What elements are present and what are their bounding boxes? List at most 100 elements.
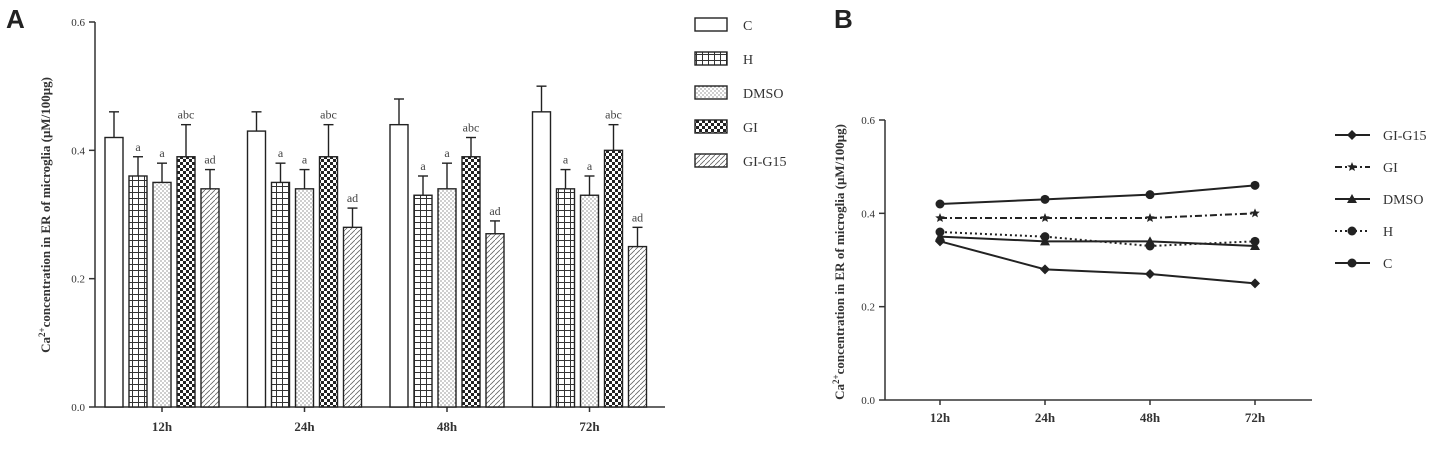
series-line: [939, 184, 1256, 205]
legend-swatch: [694, 51, 728, 66]
bar: [555, 188, 576, 408]
bar: [342, 226, 363, 408]
bar: [389, 123, 409, 408]
series-line: [940, 212, 1256, 219]
significance-label: a: [420, 159, 426, 173]
significance-label: ad: [204, 153, 215, 167]
point-marker: [935, 227, 945, 237]
x-category-label: 12h: [152, 419, 173, 434]
point-marker: [1250, 278, 1260, 289]
bar: [104, 136, 124, 408]
y-tick-label: 0.4: [861, 208, 875, 220]
significance-label: ad: [489, 204, 500, 218]
x-category-label: 48h: [1140, 410, 1161, 425]
bar: [461, 156, 481, 408]
panel-b-label: B: [834, 4, 853, 34]
significance-label: ad: [347, 191, 358, 205]
significance-label: a: [302, 153, 308, 167]
significance-label: a: [159, 146, 165, 160]
y-tick-label: 0.6: [71, 17, 85, 29]
point-marker: [1347, 130, 1357, 140]
point-marker: [1347, 162, 1357, 172]
point-marker: [1347, 226, 1357, 236]
legend-label: C: [1383, 257, 1392, 272]
x-category-label: 24h: [1035, 410, 1056, 425]
bar-chart-legend: C H DMSO GI GI-G15: [694, 17, 787, 170]
point-marker: [1145, 269, 1155, 279]
point-marker: [1040, 264, 1050, 275]
point-marker: [935, 199, 945, 209]
x-category-label: 72h: [1245, 410, 1266, 425]
y-tick-label: 0.6: [861, 115, 875, 127]
significance-label: a: [563, 153, 569, 167]
legend-label: GI: [743, 121, 758, 136]
bar: [413, 194, 433, 408]
panel-a-label: A: [6, 4, 25, 34]
point-marker: [1145, 213, 1155, 223]
point-marker: [1040, 232, 1050, 242]
significance-label: a: [278, 146, 284, 160]
line-chart-y-label: Ca2+concentration in ER of microglia (μM…: [831, 124, 847, 400]
point-marker: [1250, 236, 1260, 246]
series-line: [939, 240, 1256, 285]
bar: [579, 194, 600, 408]
significance-label: a: [587, 159, 593, 173]
legend-label: C: [743, 19, 752, 34]
legend-swatch: [694, 153, 728, 168]
line-chart-y-ticks: 0.0 0.2 0.4 0.6: [861, 115, 885, 407]
significance-label: ad: [632, 210, 643, 224]
line-chart-series: [935, 180, 1260, 289]
point-marker: [1250, 208, 1260, 218]
significance-label: a: [444, 146, 450, 160]
y-tick-label: 0.0: [861, 395, 875, 407]
significance-label: a: [135, 140, 141, 154]
legend-swatch: [694, 17, 728, 32]
point-marker: [1145, 241, 1155, 251]
legend-label: H: [743, 53, 753, 68]
bar: [531, 111, 552, 408]
bar: [627, 245, 648, 408]
point-marker: [1145, 190, 1155, 200]
point-marker: [1347, 194, 1357, 203]
bar: [128, 175, 148, 408]
point-marker: [935, 213, 945, 223]
legend-label: GI-G15: [743, 155, 787, 170]
legend-label: DMSO: [1383, 193, 1423, 208]
legend-swatch: [694, 85, 728, 100]
point-marker: [1347, 258, 1357, 268]
bar: [176, 156, 196, 408]
bar: [437, 188, 457, 408]
legend-swatch: [694, 119, 728, 134]
series-line: [939, 235, 1256, 247]
bar-chart-y-ticks: 0.0 0.2 0.4 0.6: [71, 17, 95, 414]
line-chart-legend: GI-G15 GI DMSO H C: [1335, 129, 1427, 272]
x-category-label: 48h: [437, 419, 458, 434]
line-chart-axes: [884, 120, 1312, 401]
y-tick-label: 0.0: [71, 402, 85, 414]
bar: [294, 188, 315, 408]
legend-label: DMSO: [743, 87, 783, 102]
x-category-label: 12h: [930, 410, 951, 425]
bar: [152, 181, 172, 408]
bar: [485, 233, 505, 408]
x-category-label: 24h: [294, 419, 315, 434]
point-marker: [1250, 180, 1260, 190]
y-tick-label: 0.2: [861, 302, 875, 314]
significance-label: abc: [463, 121, 480, 135]
legend-label: H: [1383, 225, 1393, 240]
bar: [603, 149, 624, 408]
x-category-label: 72h: [579, 419, 600, 434]
bar: [246, 130, 267, 408]
line-chart-x-categories: 12h 24h 48h 72h: [930, 400, 1266, 425]
bar-chart-x-categories: 12h 24h 48h 72h: [152, 407, 600, 434]
point-marker: [1040, 194, 1050, 204]
significance-label: abc: [178, 108, 195, 122]
significance-label: abc: [320, 108, 337, 122]
legend-label: GI: [1383, 161, 1398, 176]
bar: [318, 156, 339, 408]
significance-label: abc: [605, 108, 622, 122]
y-tick-label: 0.4: [71, 145, 85, 157]
